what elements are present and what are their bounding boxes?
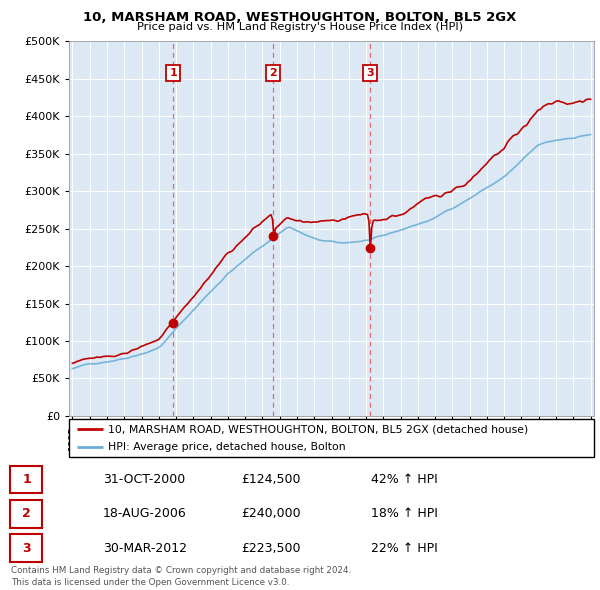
Text: HPI: Average price, detached house, Bolton: HPI: Average price, detached house, Bolt… xyxy=(109,442,346,452)
Text: 22% ↑ HPI: 22% ↑ HPI xyxy=(371,542,437,555)
Text: 18% ↑ HPI: 18% ↑ HPI xyxy=(371,507,437,520)
Text: 31-OCT-2000: 31-OCT-2000 xyxy=(103,473,185,486)
Text: 2: 2 xyxy=(22,507,31,520)
Text: 1: 1 xyxy=(169,68,177,78)
Text: Price paid vs. HM Land Registry's House Price Index (HPI): Price paid vs. HM Land Registry's House … xyxy=(137,22,463,32)
Text: 1: 1 xyxy=(22,473,31,486)
Text: 42% ↑ HPI: 42% ↑ HPI xyxy=(371,473,437,486)
Text: 3: 3 xyxy=(367,68,374,78)
Text: 3: 3 xyxy=(22,542,31,555)
Text: Contains HM Land Registry data © Crown copyright and database right 2024.: Contains HM Land Registry data © Crown c… xyxy=(11,566,351,575)
Text: £124,500: £124,500 xyxy=(241,473,301,486)
Text: 30-MAR-2012: 30-MAR-2012 xyxy=(103,542,187,555)
FancyBboxPatch shape xyxy=(10,466,43,493)
Text: £223,500: £223,500 xyxy=(241,542,301,555)
FancyBboxPatch shape xyxy=(10,500,43,528)
Text: £240,000: £240,000 xyxy=(241,507,301,520)
FancyBboxPatch shape xyxy=(10,535,43,562)
Text: 10, MARSHAM ROAD, WESTHOUGHTON, BOLTON, BL5 2GX: 10, MARSHAM ROAD, WESTHOUGHTON, BOLTON, … xyxy=(83,11,517,24)
Text: 2: 2 xyxy=(269,68,277,78)
Text: This data is licensed under the Open Government Licence v3.0.: This data is licensed under the Open Gov… xyxy=(11,578,289,587)
Text: 18-AUG-2006: 18-AUG-2006 xyxy=(103,507,187,520)
Text: 10, MARSHAM ROAD, WESTHOUGHTON, BOLTON, BL5 2GX (detached house): 10, MARSHAM ROAD, WESTHOUGHTON, BOLTON, … xyxy=(109,424,529,434)
